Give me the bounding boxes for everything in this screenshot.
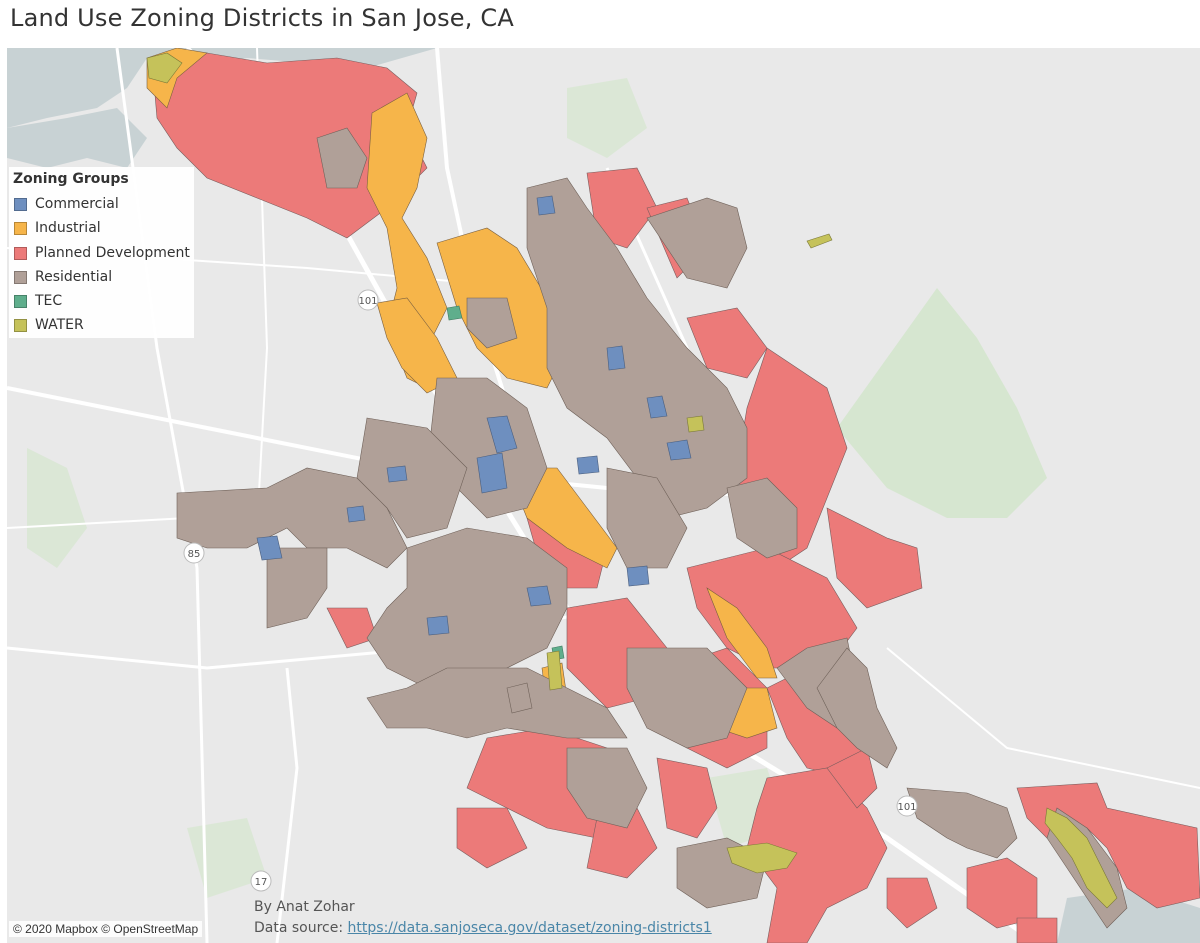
legend-swatch — [14, 246, 27, 260]
legend-item-industrial[interactable]: Industrial — [14, 219, 101, 237]
legend-item-residential[interactable]: Residential — [14, 268, 112, 286]
park-north — [567, 78, 647, 158]
zoning-map[interactable]: 101 85 17 101 — [7, 48, 1200, 943]
page-title: Land Use Zoning Districts in San Jose, C… — [10, 4, 514, 32]
zones-commercial[interactable] — [256, 195, 692, 636]
park-southwest — [187, 818, 267, 898]
data-source-line: Data source: https://data.sanjoseca.gov/… — [254, 920, 712, 936]
legend-swatch — [14, 221, 27, 235]
park-west — [27, 448, 87, 568]
legend-label: Planned Development — [35, 245, 190, 261]
data-source-label: Data source: — [254, 920, 348, 936]
legend-swatch — [14, 270, 27, 284]
author-credit: By Anat Zohar — [254, 899, 355, 915]
legend-item-water[interactable]: WATER — [14, 316, 84, 334]
park-east-hills — [837, 288, 1047, 518]
highway-shield-101-south: 101 — [896, 795, 918, 817]
bay-water-2 — [7, 108, 147, 168]
zones-residential[interactable] — [176, 127, 1128, 929]
legend-item-planned-development[interactable]: Planned Development — [14, 244, 190, 262]
legend-label: TEC — [35, 293, 63, 309]
legend-swatch — [14, 294, 27, 308]
legend-swatch — [14, 197, 27, 211]
legend-label: Residential — [35, 269, 113, 285]
highway-shield-85: 85 — [183, 542, 205, 564]
map-canvas[interactable]: 101 85 17 101 — [7, 48, 1200, 943]
shield-label: 101 — [358, 296, 377, 307]
map-attribution[interactable]: © 2020 Mapbox © OpenStreetMap — [9, 921, 203, 937]
legend-label: Industrial — [35, 220, 101, 236]
legend-title: Zoning Groups — [13, 171, 129, 187]
legend-label: WATER — [35, 317, 84, 333]
legend-label: Commercial — [35, 196, 119, 212]
legend-item-commercial[interactable]: Commercial — [14, 195, 119, 213]
legend: Zoning Groups Commercial Industrial Plan… — [9, 167, 194, 338]
shield-label: 101 — [897, 802, 916, 813]
legend-item-tec[interactable]: TEC — [14, 292, 62, 310]
legend-swatch — [14, 318, 27, 332]
highway-shield-101-north: 101 — [357, 289, 379, 311]
highway-shield-17: 17 — [250, 870, 272, 892]
data-source-link[interactable]: https://data.sanjoseca.gov/dataset/zonin… — [347, 920, 712, 936]
shield-label: 17 — [255, 877, 268, 888]
shield-label: 85 — [188, 549, 201, 560]
bay-water — [7, 48, 437, 128]
zones-water[interactable] — [146, 52, 1118, 909]
